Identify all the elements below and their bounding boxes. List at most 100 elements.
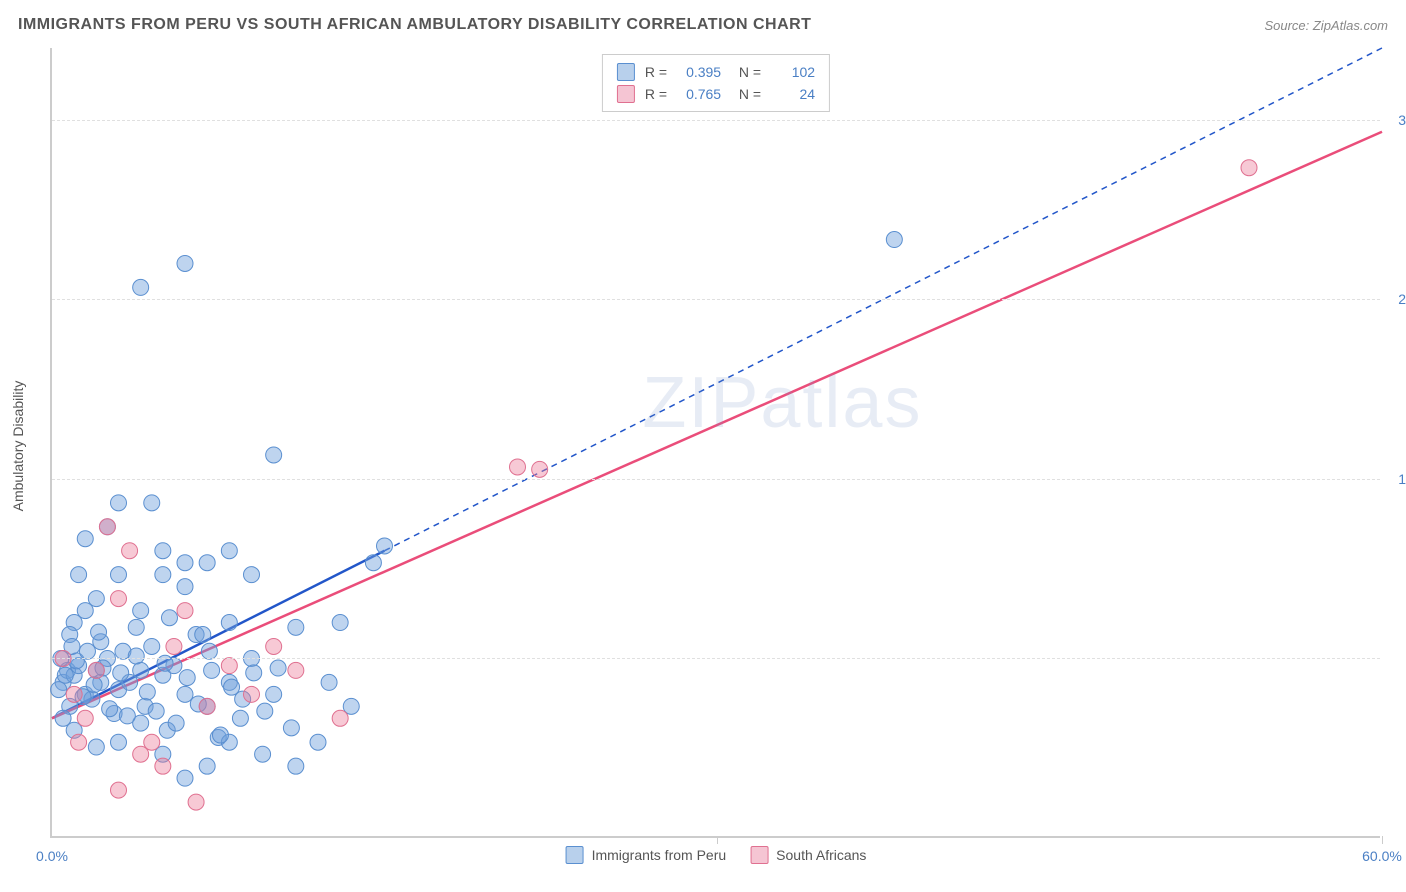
gridline bbox=[52, 120, 1380, 121]
scatter-point bbox=[111, 495, 127, 511]
scatter-point bbox=[177, 686, 193, 702]
scatter-point bbox=[283, 720, 299, 736]
scatter-point bbox=[77, 710, 93, 726]
legend-swatch-blue bbox=[617, 63, 635, 81]
scatter-point bbox=[195, 627, 211, 643]
legend-row-series-2: R = 0.765 N = 24 bbox=[617, 83, 815, 105]
xtick bbox=[717, 836, 718, 844]
legend-n-value-2: 24 bbox=[771, 83, 815, 105]
scatter-point bbox=[221, 543, 237, 559]
legend-series: Immigrants from Peru South Africans bbox=[566, 846, 867, 864]
legend-n-value-1: 102 bbox=[771, 61, 815, 83]
xtick-label: 0.0% bbox=[36, 848, 68, 864]
ytick-label: 15.0% bbox=[1388, 471, 1406, 487]
scatter-point bbox=[232, 710, 248, 726]
scatter-point bbox=[88, 739, 104, 755]
scatter-point bbox=[332, 615, 348, 631]
scatter-point bbox=[377, 538, 393, 554]
scatter-point bbox=[188, 794, 204, 810]
scatter-point bbox=[111, 591, 127, 607]
scatter-point bbox=[91, 624, 107, 640]
scatter-point bbox=[88, 662, 104, 678]
legend-item-peru: Immigrants from Peru bbox=[566, 846, 727, 864]
scatter-point bbox=[77, 531, 93, 547]
scatter-point bbox=[77, 603, 93, 619]
gridline bbox=[52, 658, 1380, 659]
xtick-label: 60.0% bbox=[1362, 848, 1402, 864]
scatter-point bbox=[321, 674, 337, 690]
legend-label-peru: Immigrants from Peru bbox=[592, 847, 727, 863]
legend-r-value-2: 0.765 bbox=[677, 83, 721, 105]
scatter-point bbox=[177, 603, 193, 619]
scatter-point bbox=[113, 665, 129, 681]
scatter-point bbox=[199, 555, 215, 571]
scatter-point bbox=[177, 555, 193, 571]
trend-line bbox=[52, 132, 1382, 719]
legend-r-label: R = bbox=[645, 61, 667, 83]
legend-r-value-1: 0.395 bbox=[677, 61, 721, 83]
scatter-point bbox=[71, 567, 87, 583]
scatter-point bbox=[55, 710, 71, 726]
legend-correlation: R = 0.395 N = 102 R = 0.765 N = 24 bbox=[602, 54, 830, 112]
scatter-point bbox=[310, 734, 326, 750]
legend-label-south-africans: South Africans bbox=[776, 847, 866, 863]
scatter-point bbox=[199, 698, 215, 714]
scatter-point bbox=[155, 758, 171, 774]
scatter-point bbox=[204, 662, 220, 678]
scatter-point bbox=[128, 648, 144, 664]
scatter-point bbox=[99, 519, 115, 535]
scatter-point bbox=[155, 567, 171, 583]
scatter-point bbox=[288, 619, 304, 635]
scatter-point bbox=[365, 555, 381, 571]
scatter-point bbox=[266, 447, 282, 463]
scatter-point bbox=[122, 543, 138, 559]
scatter-point bbox=[168, 715, 184, 731]
scatter-point bbox=[244, 686, 260, 702]
scatter-point bbox=[532, 461, 548, 477]
scatter-point bbox=[66, 686, 82, 702]
y-axis-label: Ambulatory Disability bbox=[10, 381, 26, 512]
scatter-point bbox=[144, 638, 160, 654]
scatter-point bbox=[139, 684, 155, 700]
ytick-label: 30.0% bbox=[1388, 112, 1406, 128]
legend-n-label: N = bbox=[731, 61, 761, 83]
scatter-point bbox=[119, 708, 135, 724]
scatter-point bbox=[177, 579, 193, 595]
scatter-point bbox=[111, 734, 127, 750]
scatter-point bbox=[179, 670, 195, 686]
scatter-point bbox=[201, 643, 217, 659]
scatter-point bbox=[270, 660, 286, 676]
legend-r-label: R = bbox=[645, 83, 667, 105]
scatter-point bbox=[161, 610, 177, 626]
scatter-point bbox=[148, 703, 164, 719]
legend-swatch-blue bbox=[566, 846, 584, 864]
scatter-point bbox=[155, 543, 171, 559]
scatter-point bbox=[886, 232, 902, 248]
ytick-label: 7.5% bbox=[1388, 650, 1406, 666]
chart-title: IMMIGRANTS FROM PERU VS SOUTH AFRICAN AM… bbox=[18, 16, 811, 34]
scatter-point bbox=[79, 643, 95, 659]
scatter-point bbox=[288, 758, 304, 774]
gridline bbox=[52, 299, 1380, 300]
scatter-point bbox=[199, 758, 215, 774]
scatter-point bbox=[332, 710, 348, 726]
scatter-point bbox=[111, 567, 127, 583]
xtick bbox=[1382, 836, 1383, 844]
scatter-point bbox=[288, 662, 304, 678]
scatter-point bbox=[221, 658, 237, 674]
ytick-label: 22.5% bbox=[1388, 291, 1406, 307]
scatter-point bbox=[212, 727, 228, 743]
scatter-point bbox=[266, 686, 282, 702]
scatter-point bbox=[166, 638, 182, 654]
scatter-point bbox=[510, 459, 526, 475]
scatter-point bbox=[51, 682, 67, 698]
scatter-point bbox=[177, 770, 193, 786]
scatter-point bbox=[246, 665, 262, 681]
legend-swatch-pink bbox=[617, 85, 635, 103]
scatter-point bbox=[177, 255, 193, 271]
legend-row-series-1: R = 0.395 N = 102 bbox=[617, 61, 815, 83]
scatter-point bbox=[133, 603, 149, 619]
scatter-point bbox=[266, 638, 282, 654]
source-label: Source: ZipAtlas.com bbox=[1264, 18, 1388, 33]
scatter-point bbox=[133, 279, 149, 295]
